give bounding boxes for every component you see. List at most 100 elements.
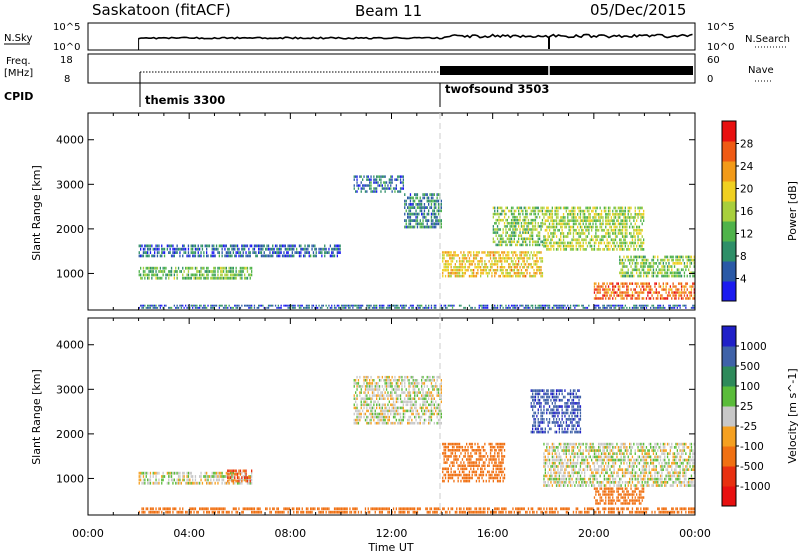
heatmap-cell — [546, 238, 548, 242]
heatmap-cell — [522, 240, 524, 244]
heatmap-cell — [495, 306, 497, 309]
heatmap-cell — [269, 251, 271, 254]
heatmap-cell — [508, 234, 510, 237]
heatmap-cell — [541, 225, 544, 228]
heatmap-cell — [408, 394, 410, 397]
heatmap-cell — [429, 510, 431, 514]
heatmap-cell — [405, 225, 407, 229]
heatmap-cell — [626, 225, 628, 229]
heatmap-cell — [456, 269, 458, 272]
heatmap-cell — [544, 228, 546, 232]
heatmap-cell — [366, 175, 368, 178]
heatmap-cell — [627, 268, 629, 272]
heatmap-cell — [360, 415, 362, 419]
heatmap-cell — [409, 215, 412, 219]
heatmap-cell — [578, 244, 580, 248]
heatmap-cell — [373, 394, 375, 397]
heatmap-cell — [624, 274, 626, 278]
heatmap-cell — [520, 272, 523, 275]
heatmap-cell — [456, 507, 458, 511]
heatmap-cell — [404, 199, 406, 203]
heatmap-cell — [203, 273, 205, 277]
heatmap-cell — [369, 412, 371, 416]
heatmap-cell — [397, 406, 399, 410]
heatmap-cell — [565, 209, 567, 213]
heatmap-cell — [555, 206, 558, 210]
heatmap-cell — [220, 507, 222, 511]
heatmap-cell — [624, 304, 626, 307]
heatmap-cell — [418, 412, 420, 416]
heatmap-cell — [444, 510, 447, 514]
heatmap-cell — [606, 213, 608, 216]
heatmap-cell — [495, 228, 497, 231]
heatmap-cell — [353, 304, 355, 307]
heatmap-cell — [224, 507, 226, 511]
heatmap-cell — [187, 254, 190, 258]
heatmap-cell — [440, 199, 442, 203]
heatmap-cell — [388, 382, 390, 385]
heatmap-cell — [561, 222, 563, 226]
heatmap-cell — [530, 237, 532, 241]
heatmap-cell — [373, 412, 375, 416]
heatmap-cell — [380, 397, 382, 400]
heatmap-cell — [364, 510, 367, 514]
heatmap-cell — [620, 297, 622, 300]
heatmap-cell — [671, 258, 673, 262]
heatmap-cell — [641, 213, 643, 216]
heatmap-cell — [533, 251, 535, 254]
heatmap-cell — [640, 510, 642, 514]
nave-tick-bottom: 0 — [707, 74, 713, 85]
heatmap-cell — [554, 510, 556, 514]
heatmap-cell — [547, 209, 549, 213]
heatmap-cell — [675, 271, 677, 275]
heatmap-cell — [225, 254, 227, 258]
heatmap-cell — [345, 510, 347, 514]
heatmap-cell — [437, 219, 440, 222]
heatmap-cell — [253, 510, 256, 514]
heatmap-cell — [145, 273, 147, 277]
heatmap-cell — [430, 400, 433, 404]
heatmap-cell — [248, 481, 250, 485]
heatmap-cell — [409, 415, 412, 419]
heatmap-cell — [450, 304, 452, 307]
heatmap-cell — [356, 388, 358, 391]
heatmap-cell — [612, 238, 614, 242]
heatmap-cell — [508, 251, 510, 254]
heatmap-cell — [353, 403, 355, 407]
heatmap-cell — [225, 273, 227, 277]
heatmap-cell — [197, 244, 199, 248]
heatmap-cell — [666, 510, 669, 514]
heatmap-cell — [567, 222, 569, 226]
heatmap-cell — [544, 244, 546, 248]
heatmap-cell — [200, 478, 202, 482]
heatmap-cell — [421, 397, 423, 400]
heatmap-cell — [407, 379, 409, 382]
heatmap-cell — [366, 418, 368, 422]
heatmap-cell — [638, 304, 641, 307]
heatmap-cell — [391, 388, 393, 391]
heatmap-cell — [437, 206, 440, 209]
heatmap-cell — [492, 228, 494, 231]
heatmap-cell — [578, 232, 580, 235]
heatmap-cell — [612, 291, 614, 294]
heatmap-cell — [651, 271, 653, 275]
heatmap-cell — [532, 206, 534, 210]
heatmap-cell — [530, 263, 532, 266]
heatmap-cell — [492, 257, 494, 260]
heatmap-cell — [300, 510, 302, 514]
heatmap-cell — [436, 222, 438, 226]
heatmap-cell — [693, 294, 695, 297]
heatmap-cell — [388, 379, 390, 382]
heatmap-cell — [229, 270, 232, 273]
heatmap-cell — [161, 475, 163, 478]
heatmap-cell — [451, 442, 454, 446]
heatmap-cell — [200, 475, 202, 478]
heatmap-cell — [259, 251, 261, 254]
heatmap-cell — [355, 510, 357, 514]
heatmap-cell — [541, 206, 544, 210]
heatmap-cell — [451, 473, 454, 477]
heatmap-cell — [645, 304, 648, 307]
heatmap-cell — [447, 458, 449, 461]
heatmap-cell — [442, 470, 444, 474]
heatmap-cell — [463, 467, 465, 471]
